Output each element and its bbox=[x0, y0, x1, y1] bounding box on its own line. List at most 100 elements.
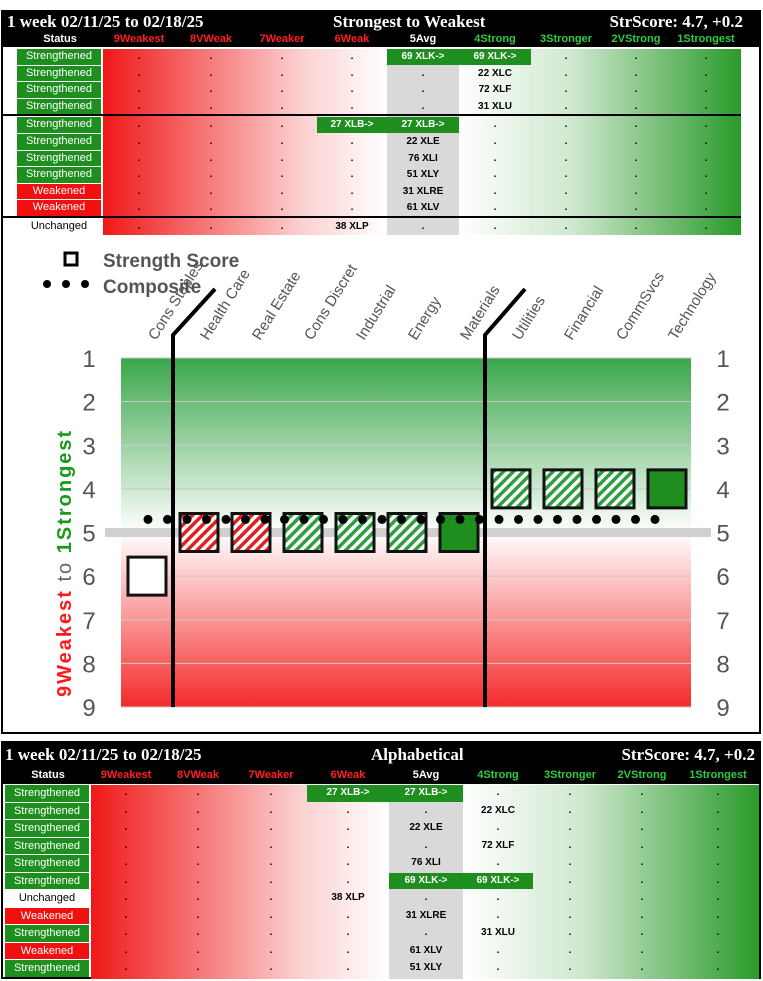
top-cell: . bbox=[280, 202, 284, 214]
bottom-cell: . bbox=[269, 892, 273, 903]
top-col-5avg: 5Avg bbox=[409, 33, 437, 45]
composite-dot bbox=[572, 514, 582, 524]
top-cell: . bbox=[280, 84, 284, 96]
top-cell: . bbox=[209, 136, 213, 147]
bottom-move-bar bbox=[307, 785, 463, 802]
bottom-cell: . bbox=[716, 892, 720, 903]
bottom-cell: . bbox=[346, 822, 350, 833]
bottom-cell: . bbox=[196, 857, 200, 868]
legend-square-marker bbox=[63, 251, 79, 267]
category-label: Materials bbox=[457, 282, 504, 343]
composite-dot bbox=[475, 514, 484, 524]
top-cell: . bbox=[634, 51, 638, 62]
y-tick-right: 4 bbox=[716, 477, 729, 504]
bottom-cell: . bbox=[196, 944, 200, 956]
bottom-cell: . bbox=[716, 909, 720, 921]
top-row-status: Strengthened bbox=[17, 167, 101, 183]
top-cell: . bbox=[564, 100, 568, 112]
top-cell: . bbox=[704, 119, 708, 131]
top-move-bar bbox=[317, 117, 459, 133]
top-title-center: Strongest to Weakest bbox=[333, 12, 486, 31]
top-cell: . bbox=[209, 119, 213, 131]
top-cell: . bbox=[137, 169, 141, 181]
top-cell: . bbox=[209, 100, 213, 112]
top-col-9weakest: 9Weakest bbox=[113, 33, 165, 45]
bottom-cell: . bbox=[424, 839, 428, 851]
bottom-cell: . bbox=[640, 962, 644, 973]
top-cell: 31 XLRE bbox=[402, 185, 444, 197]
top-col-7weaker: 7Weaker bbox=[259, 33, 305, 45]
top-row-separator bbox=[3, 216, 741, 218]
composite-dot bbox=[436, 514, 445, 524]
y-tick-right: 8 bbox=[716, 651, 729, 678]
y-tick-right: 3 bbox=[716, 433, 729, 460]
top-cell: 51 XLY bbox=[406, 169, 440, 181]
bottom-cell: . bbox=[424, 804, 428, 816]
composite-dot bbox=[533, 514, 543, 524]
bottom-cell: . bbox=[269, 927, 273, 938]
bottom-cell: . bbox=[568, 804, 572, 816]
top-cell: . bbox=[704, 185, 708, 197]
bottom-cell: . bbox=[269, 804, 273, 816]
top-cell: . bbox=[137, 51, 141, 62]
top-cell: . bbox=[280, 185, 284, 197]
bottom-cell: . bbox=[196, 909, 200, 921]
top-row-separator bbox=[3, 114, 741, 117]
top-cell: . bbox=[421, 67, 425, 79]
composite-dot bbox=[163, 514, 172, 524]
bottom-cell: . bbox=[424, 927, 428, 938]
top-cell: . bbox=[280, 100, 284, 112]
bottom-cell: . bbox=[568, 892, 572, 903]
bottom-cell: . bbox=[124, 857, 128, 868]
bottom-cell: . bbox=[568, 822, 572, 833]
bottom-cell: . bbox=[269, 839, 273, 851]
bottom-cell: . bbox=[716, 804, 720, 816]
bottom-cell: . bbox=[568, 909, 572, 921]
bottom-cell: . bbox=[496, 909, 500, 921]
top-cell: 38 XLP bbox=[335, 221, 369, 232]
bottom-cell: . bbox=[269, 822, 273, 833]
top-cell: . bbox=[634, 136, 638, 147]
composite-dot bbox=[319, 514, 328, 524]
bottom-row-status: Weakened bbox=[5, 907, 89, 924]
top-cell: . bbox=[634, 169, 638, 181]
top-cell: . bbox=[350, 136, 354, 147]
bottom-cell: . bbox=[640, 874, 644, 886]
bottom-title-right: StrScore: 4.7, +0.2 bbox=[621, 745, 755, 764]
bottom-cell: . bbox=[640, 944, 644, 956]
bottom-col-6weak: 6Weak bbox=[330, 769, 366, 781]
bottom-title-left: 1 week 02/11/25 to 02/18/25 bbox=[5, 745, 202, 764]
top-cell: 76 XLI bbox=[408, 152, 438, 164]
top-strong-zone-bg bbox=[459, 49, 741, 235]
category-label: Financial bbox=[561, 283, 607, 343]
y-tick-left: 7 bbox=[82, 608, 95, 635]
bottom-cell: . bbox=[568, 944, 572, 956]
top-cell: . bbox=[634, 100, 638, 112]
top-cell: . bbox=[704, 100, 708, 112]
legend-strength-score: Strength Score bbox=[103, 251, 239, 272]
composite-dot bbox=[494, 514, 504, 524]
bottom-cell: . bbox=[716, 839, 720, 851]
top-cell: . bbox=[350, 202, 354, 214]
top-cell: 27 XLB-> bbox=[330, 119, 374, 131]
top-cell: 72 XLF bbox=[478, 84, 512, 96]
top-cell: . bbox=[704, 84, 708, 96]
bottom-col-8vweak: 8VWeak bbox=[177, 769, 219, 781]
bottom-cell: . bbox=[196, 839, 200, 851]
y-tick-right: 9 bbox=[716, 695, 729, 717]
top-cell: . bbox=[564, 136, 568, 147]
bottom-cell: . bbox=[640, 892, 644, 903]
top-cell: . bbox=[137, 67, 141, 79]
bottom-col-5avg: 5Avg bbox=[412, 769, 440, 781]
top-row-status: Strengthened bbox=[17, 150, 101, 167]
bottom-row-status: Strengthened bbox=[5, 960, 89, 977]
bottom-col-3stronger: 3Stronger bbox=[544, 769, 596, 781]
top-cell: . bbox=[704, 51, 708, 62]
strength-score-marker bbox=[646, 468, 688, 510]
top-cell: . bbox=[634, 84, 638, 96]
top-cell: . bbox=[209, 202, 213, 214]
bottom-cell: . bbox=[496, 822, 500, 833]
bottom-cell: . bbox=[346, 857, 350, 868]
top-cell: . bbox=[209, 84, 213, 96]
divider-left bbox=[171, 287, 217, 707]
